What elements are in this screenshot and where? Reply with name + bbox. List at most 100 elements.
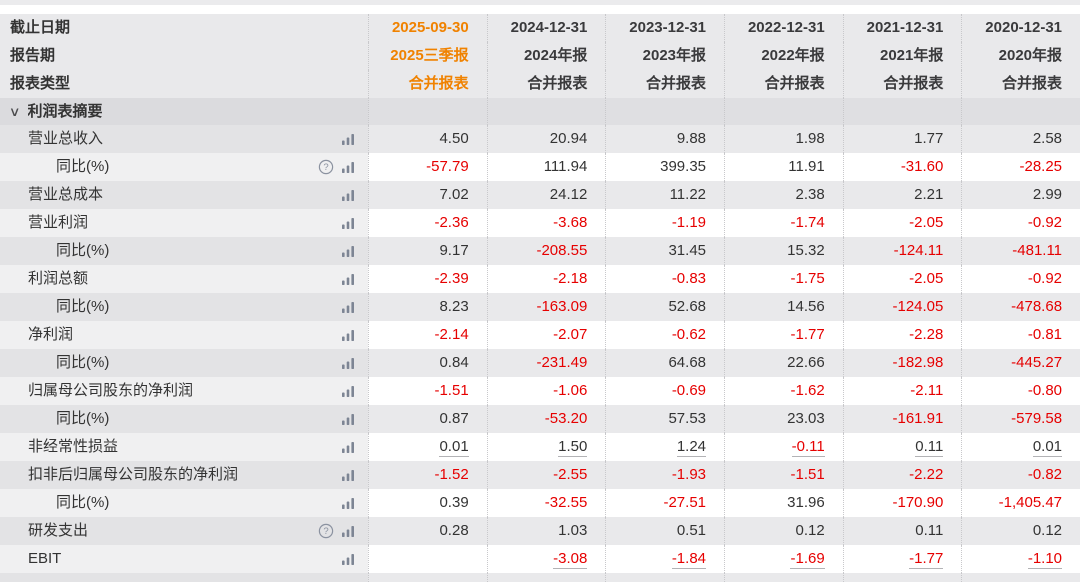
value-text: -57.79 xyxy=(426,158,469,175)
metric-label: EBIT xyxy=(28,550,62,567)
bar-chart-icon[interactable] xyxy=(341,217,356,230)
value-cell: 1.77 xyxy=(842,125,962,153)
value-cell: 14.56 xyxy=(724,293,843,321)
value-cell: -2.39 xyxy=(368,265,487,293)
bar-chart-icon[interactable] xyxy=(341,133,356,146)
value-text: -2.14 xyxy=(434,326,469,343)
value-text: -2.07 xyxy=(553,326,588,343)
section-row-income-statement[interactable]: ∨ 利润表摘要 xyxy=(0,98,1080,125)
metric-label-cell: 营业总成本 xyxy=(0,181,368,209)
table-row: 同比(%)? -57.79 111.94 399.35 11.91 -31.60 -28.2… xyxy=(0,153,1080,181)
value-text: -1.62 xyxy=(790,382,825,399)
bar-chart-icon[interactable] xyxy=(341,189,356,202)
value-text: 0.12 xyxy=(1032,522,1063,539)
bar-chart-icon[interactable] xyxy=(341,329,356,342)
value-text: 31.96 xyxy=(787,494,825,511)
table-row: 同比(%) 0.87 -53.20 57.53 23.03 -161.91 -579.58 xyxy=(0,405,1080,433)
bar-chart-icon[interactable] xyxy=(341,357,356,370)
value-text: -208.55 xyxy=(536,242,588,259)
bar-chart-icon[interactable] xyxy=(341,525,356,538)
value-text: -2.22 xyxy=(909,466,944,483)
question-mark-icon[interactable]: ? xyxy=(318,159,334,175)
value-cell: -1.93 xyxy=(605,461,725,489)
header-col-cell: 2023年报 xyxy=(605,42,725,70)
value-cell: 0.01 xyxy=(368,433,487,461)
row-icons xyxy=(341,133,356,146)
table-row: 非经常性损益 0.01 1.50 1.24 -0.11 0.11 0.01 xyxy=(0,433,1080,461)
value-cell: 0.28 xyxy=(368,517,487,545)
bar-chart-icon[interactable] xyxy=(341,273,356,286)
value-cell: -1.62 xyxy=(724,377,843,405)
value-text: -163.09 xyxy=(536,298,588,315)
table-row: 同比(%) 8.23 -163.09 52.68 14.56 -124.05 -478.68 xyxy=(0,293,1080,321)
value-cell: 0.11 xyxy=(842,517,962,545)
value-text: -231.49 xyxy=(536,354,588,371)
bar-chart-icon[interactable] xyxy=(341,497,356,510)
metric-label-cell: 同比(%) xyxy=(0,237,368,265)
header-col-cell: 合并报表 xyxy=(368,70,487,98)
value-text: 0.01 xyxy=(439,438,469,457)
value-cell: 20.94 xyxy=(486,125,606,153)
value-text: -1.10 xyxy=(1027,550,1063,569)
metric-label: 净利润 xyxy=(28,326,74,343)
value-cell: -31.60 xyxy=(842,153,962,181)
value-cell: 8.23 xyxy=(368,293,487,321)
value-text: 1.50 xyxy=(558,438,588,457)
value-text: -478.68 xyxy=(1011,298,1063,315)
section-label-cell[interactable]: ∨ 利润表摘要 xyxy=(0,98,368,125)
header-row-label-text: 截止日期 xyxy=(10,19,71,36)
value-text: -161.91 xyxy=(892,410,944,427)
bar-chart-icon[interactable] xyxy=(341,413,356,426)
value-cell: -1,405.47 xyxy=(961,489,1080,517)
bar-chart-icon[interactable] xyxy=(341,161,356,174)
bar-chart-icon[interactable] xyxy=(341,553,356,566)
value-cell: -2.28 xyxy=(842,321,962,349)
value-cell: -28.25 xyxy=(961,153,1080,181)
value-text: 2.99 xyxy=(1032,186,1063,203)
value-text: 0.12 xyxy=(795,522,825,539)
table-row: 同比(%) 0.84 -231.49 64.68 22.66 -182.98 -445.27 xyxy=(0,349,1080,377)
value-text: -0.11 xyxy=(791,438,825,457)
header-row-0: 截止日期 2025-09-30 2024-12-31 2023-12-31 2022-1… xyxy=(0,14,1080,42)
question-mark-icon[interactable]: ? xyxy=(318,523,334,539)
bar-chart-icon[interactable] xyxy=(341,245,356,258)
metric-label-cell: 营业总收入 xyxy=(0,125,368,153)
value-text: -0.92 xyxy=(1027,214,1063,231)
value-text: -445.27 xyxy=(1011,354,1063,371)
value-cell: 1.03 xyxy=(486,517,606,545)
value-text: 24.12 xyxy=(549,186,588,203)
partial-next-row xyxy=(0,573,1080,582)
value-cell: -2.05 xyxy=(842,209,962,237)
value-cell: 2.21 xyxy=(842,181,962,209)
value-cell: 7.02 xyxy=(368,181,487,209)
value-text: 0.11 xyxy=(915,438,944,457)
value-text: -2.28 xyxy=(909,326,944,343)
bar-chart-icon[interactable] xyxy=(341,301,356,314)
value-text: 11.22 xyxy=(669,186,707,203)
value-text: -1.93 xyxy=(671,466,707,483)
bar-chart-icon[interactable] xyxy=(341,441,356,454)
table-header: 截止日期 2025-09-30 2024-12-31 2023-12-31 2022-1… xyxy=(0,14,1080,98)
row-icons xyxy=(341,497,356,510)
row-icons xyxy=(341,329,356,342)
metric-label: 同比(%) xyxy=(56,494,110,511)
bar-chart-icon[interactable] xyxy=(341,469,356,482)
bar-chart-icon[interactable] xyxy=(341,385,356,398)
svg-text:?: ? xyxy=(323,526,328,537)
value-cell: -231.49 xyxy=(486,349,606,377)
value-text: 2.58 xyxy=(1032,130,1063,147)
metric-label: 营业利润 xyxy=(28,214,89,231)
value-text: 2.21 xyxy=(914,186,944,203)
metric-label-cell: 同比(%) xyxy=(0,405,368,433)
value-cell: 2.58 xyxy=(961,125,1080,153)
value-text: 1.24 xyxy=(676,438,707,457)
chevron-down-icon[interactable]: ∨ xyxy=(8,104,21,119)
value-text: -0.62 xyxy=(671,326,707,343)
metric-label: 研发支出 xyxy=(28,522,89,539)
metric-label: 归属母公司股东的净利润 xyxy=(28,382,194,399)
table-row: 研发支出? 0.28 1.03 0.51 0.12 0.11 0.12 xyxy=(0,517,1080,545)
value-cell: -1.52 xyxy=(368,461,487,489)
value-cell: 52.68 xyxy=(605,293,725,321)
value-text: -1.84 xyxy=(671,550,707,569)
financial-statement-table: 截止日期 2025-09-30 2024-12-31 2023-12-31 2022-1… xyxy=(0,14,1080,582)
